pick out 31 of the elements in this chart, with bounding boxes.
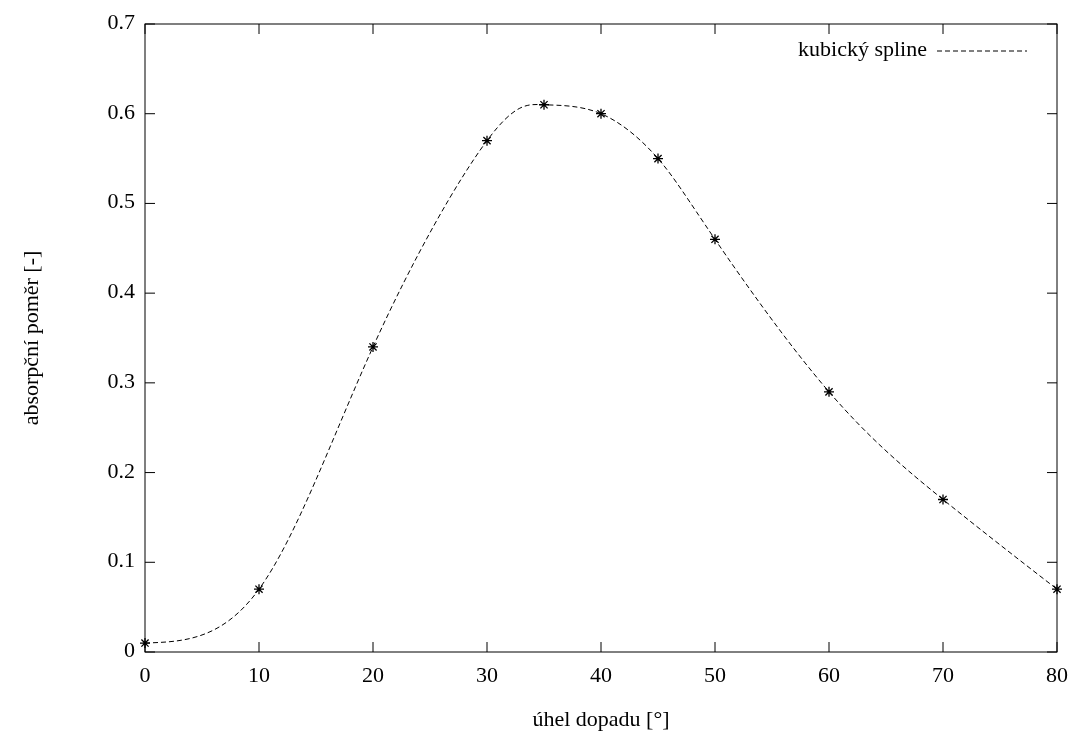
x-tick-label: 60 <box>818 662 840 687</box>
point <box>139 637 151 649</box>
y-tick-label: 0.2 <box>107 457 135 483</box>
point <box>253 583 265 595</box>
y-tick-label: 0.3 <box>107 367 135 393</box>
point <box>652 152 664 165</box>
point <box>481 134 493 147</box>
x-tick-label: 10 <box>248 662 270 687</box>
x-tick-label: 50 <box>704 662 726 687</box>
x-tick-label: 40 <box>590 662 612 687</box>
point <box>367 341 379 353</box>
y-tick-label: 0.1 <box>107 547 135 573</box>
x-tick-label: 80 <box>1046 662 1068 687</box>
y-tick-label: 0.5 <box>107 188 135 214</box>
point <box>595 108 607 120</box>
x-tick-label: 30 <box>476 662 498 687</box>
y-tick-label: 0.4 <box>107 278 135 304</box>
y-tick-label: 0 <box>124 637 135 663</box>
point <box>937 493 949 506</box>
point <box>538 99 550 111</box>
legend-label: kubický spline <box>798 36 927 62</box>
y-tick-label: 0.7 <box>107 9 135 35</box>
point <box>823 386 835 398</box>
y-tick-label: 0.6 <box>107 98 135 124</box>
point <box>709 233 721 245</box>
x-tick-label: 0 <box>139 662 151 687</box>
x-tick-label: 70 <box>932 662 954 687</box>
x-axis-title: úhel dopadu [°] <box>532 706 670 731</box>
y-axis-title: absorpční poměr [-] <box>18 250 43 426</box>
point <box>1051 583 1063 595</box>
x-tick-label: 20 <box>362 662 384 687</box>
